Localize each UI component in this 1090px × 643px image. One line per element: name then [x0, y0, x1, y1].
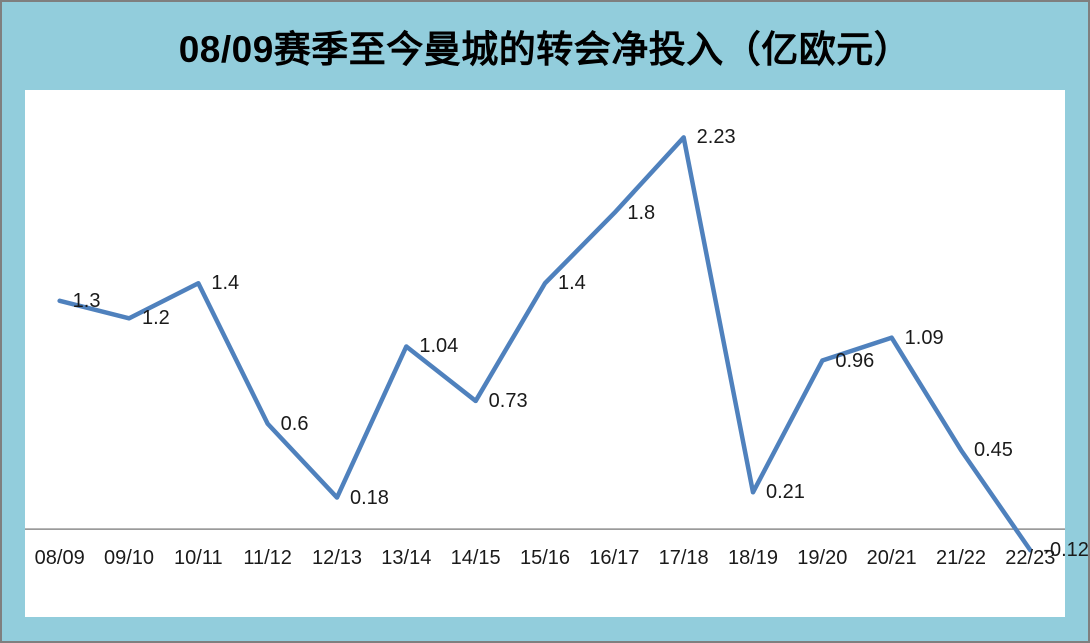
x-axis-label: 09/10 [103, 547, 155, 570]
x-axis-label: 10/11 [174, 547, 223, 570]
plot-area: 1.3 1.2 1.4 0.6 0.18 1.04 0.73 1.4 1.8 2.23 0.21 0.… [25, 90, 1088, 617]
data-point-label: 0.96 [835, 349, 875, 372]
chart-title: 08/09赛季至今曼城的转会净投入（亿欧元） [178, 29, 912, 70]
data-point-label: 1.09 [904, 326, 944, 349]
x-axis-label: 20/21 [866, 547, 917, 570]
x-axis-label: 22/23 [1005, 547, 1056, 570]
x-axis-label: 11/12 [243, 547, 292, 570]
x-axis-label: 14/15 [450, 547, 501, 570]
data-point-label: 1.8 [627, 201, 656, 224]
data-point-label: 0.45 [974, 439, 1013, 462]
data-point-label: 2.23 [696, 126, 736, 149]
x-axis-label: 08/09 [34, 547, 85, 570]
x-axis-label: 12/13 [311, 547, 363, 570]
x-axis-label: 15/16 [519, 547, 571, 570]
data-point-label: 1.2 [142, 307, 170, 330]
x-axis-label: 18/19 [727, 547, 779, 570]
data-point-label: 0.21 [766, 481, 805, 504]
data-point-label: 0.18 [350, 486, 389, 509]
data-point-label: 1.4 [558, 272, 586, 295]
x-axis-label: 17/18 [658, 547, 709, 570]
x-axis-label: 19/20 [797, 547, 848, 570]
data-point-label: -0.12 [1043, 539, 1089, 562]
line-chart-canvas [25, 135, 1065, 553]
data-point-label: 0.73 [488, 389, 528, 412]
data-point-label: 0.6 [280, 412, 309, 435]
x-axis-label: 13/14 [381, 547, 432, 570]
x-axis-label: 16/17 [589, 547, 640, 570]
data-point-label: 1.3 [72, 289, 101, 312]
data-point-label: 1.4 [211, 272, 240, 295]
data-point-label: 1.04 [419, 335, 459, 358]
series-line [57, 135, 1033, 553]
x-axis-label: 21/22 [935, 547, 987, 570]
